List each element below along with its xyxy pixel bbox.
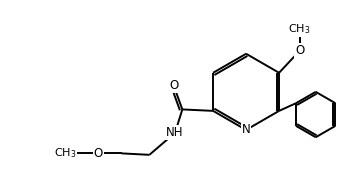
Text: O: O bbox=[295, 44, 304, 57]
Text: O: O bbox=[169, 79, 178, 92]
Text: CH$_3$: CH$_3$ bbox=[288, 22, 311, 36]
Text: CH$_3$: CH$_3$ bbox=[54, 146, 76, 160]
Text: O: O bbox=[94, 147, 103, 160]
Text: N: N bbox=[242, 123, 251, 136]
Text: NH: NH bbox=[166, 126, 184, 139]
